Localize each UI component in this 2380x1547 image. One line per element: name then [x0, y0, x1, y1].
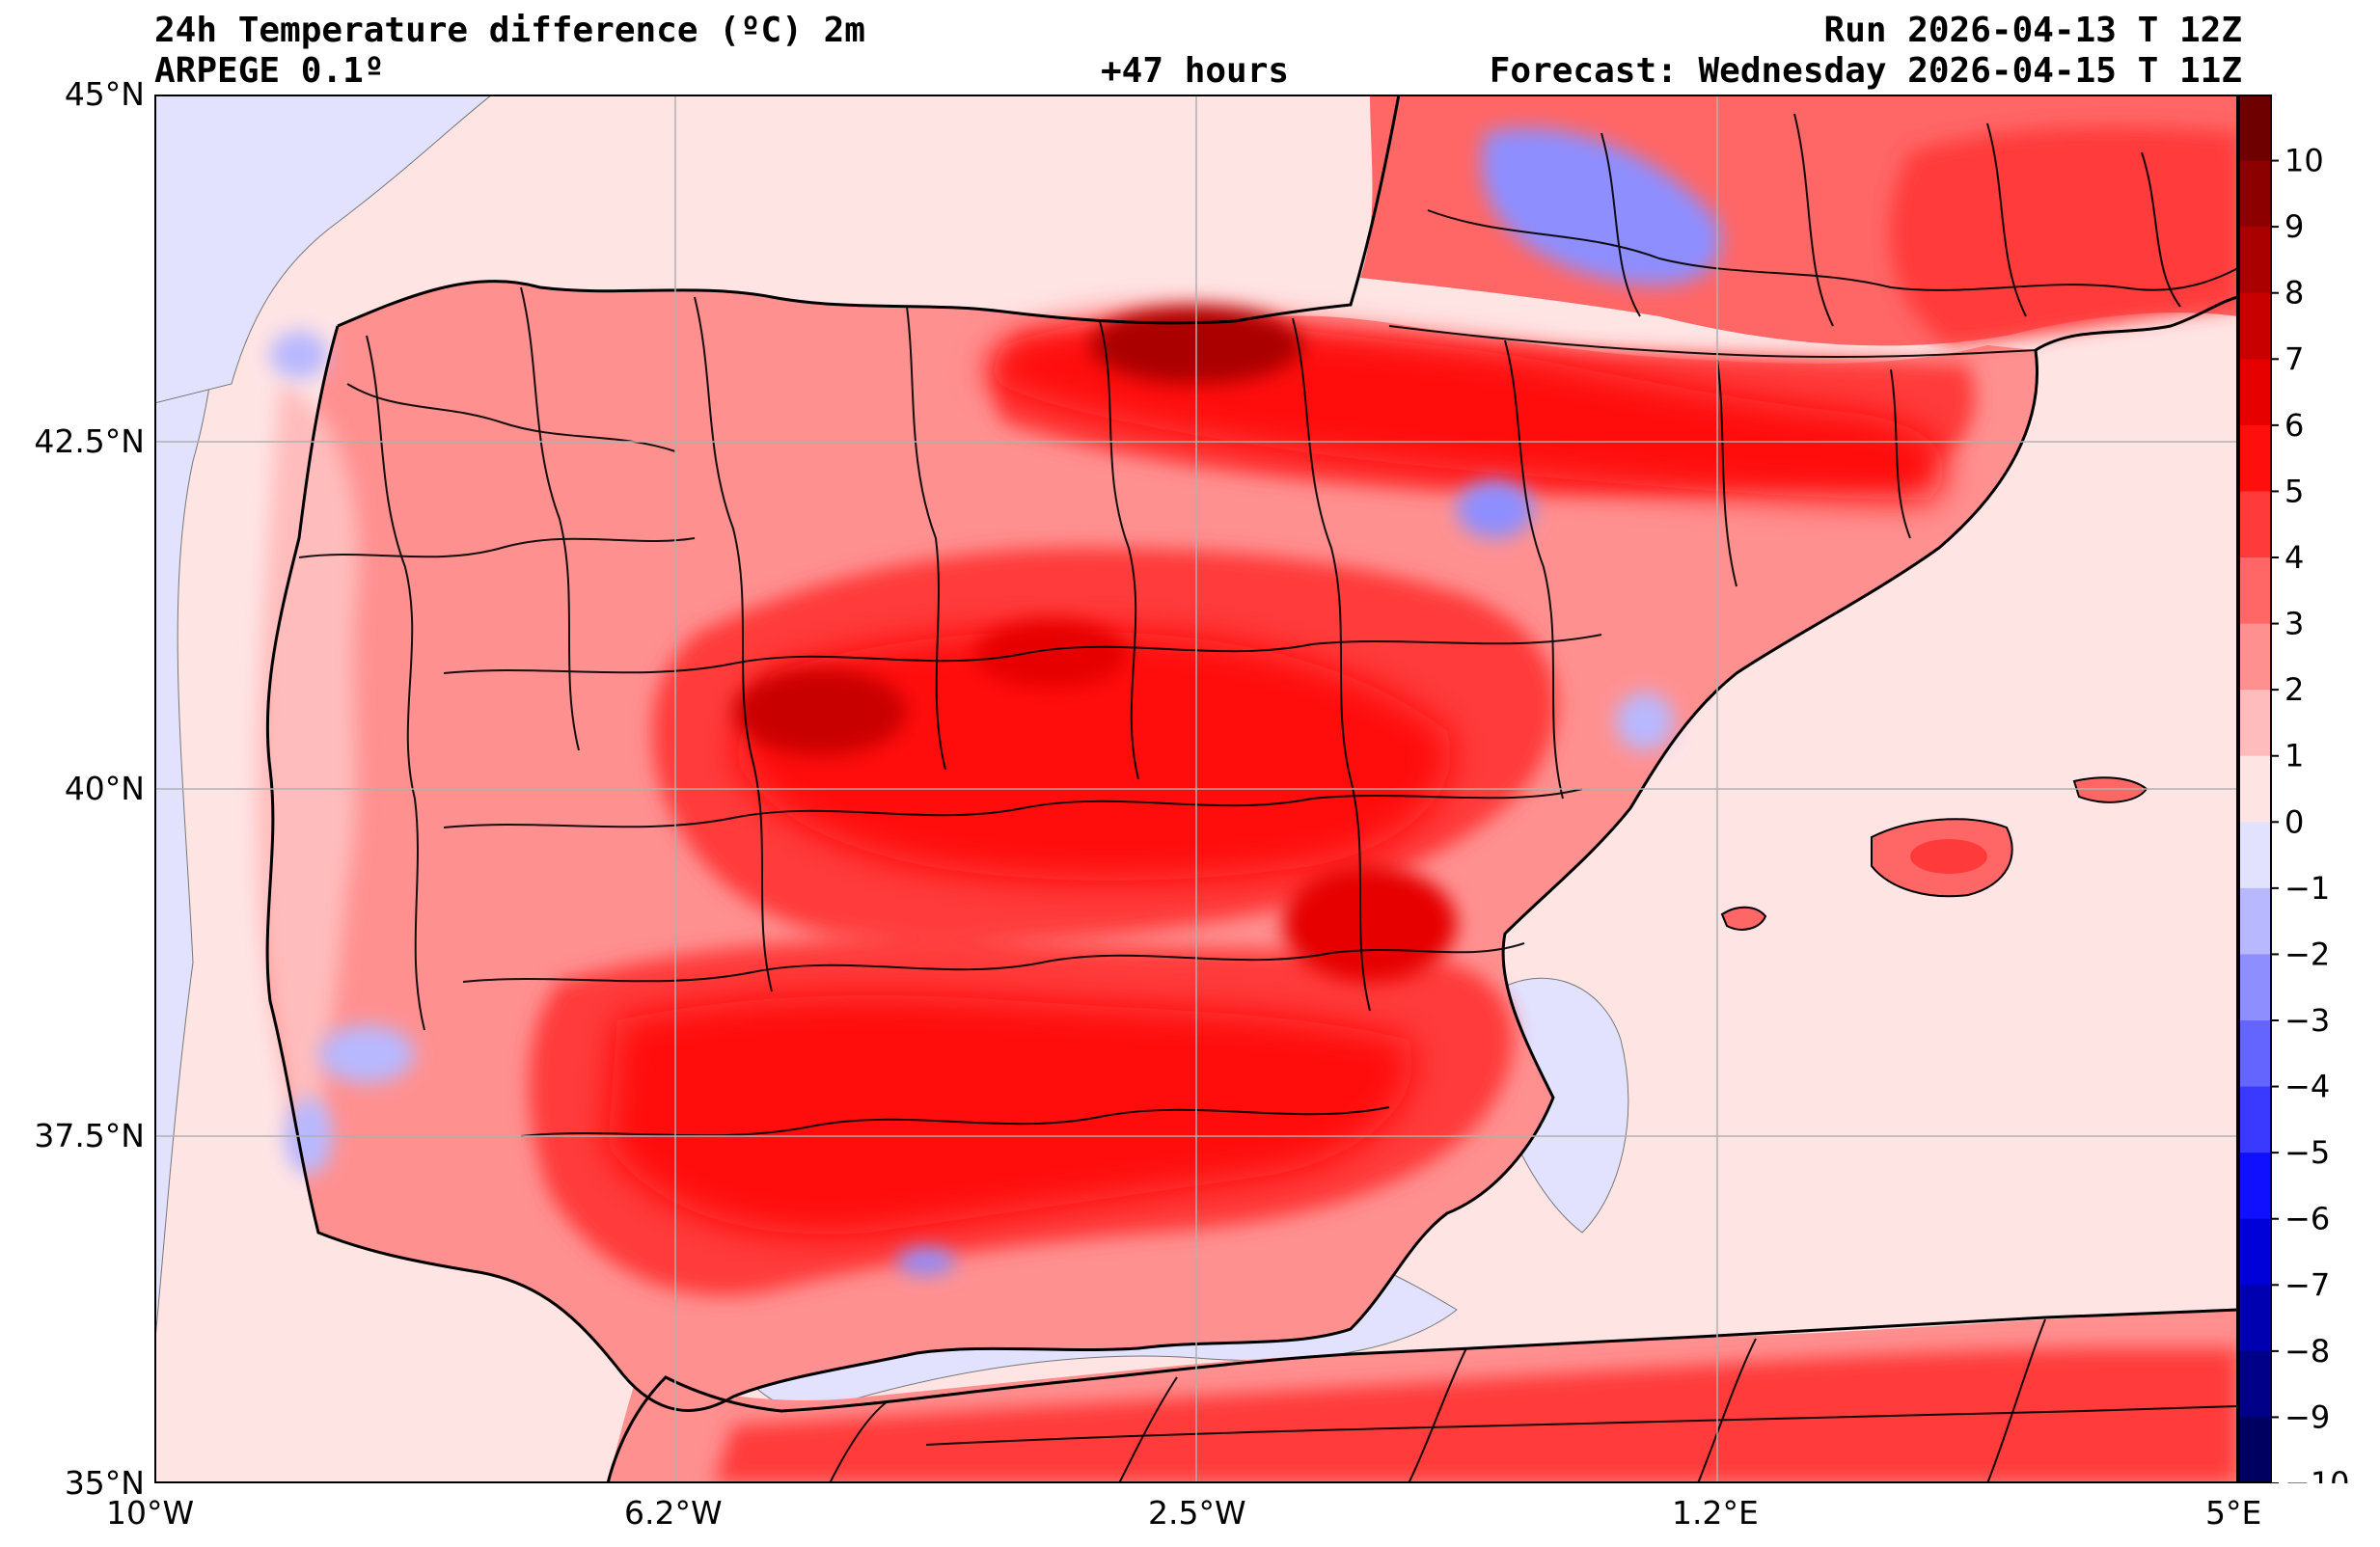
colorbar-label: −1	[2284, 870, 2330, 907]
colorbar-label: −4	[2284, 1069, 2330, 1105]
region-alboran-cold-spot	[897, 1248, 955, 1275]
colorbar-swatch	[2238, 557, 2271, 625]
region-se-high	[1283, 866, 1457, 982]
run-label: Run 2026-04-13 T 12Z	[1823, 11, 2242, 50]
map-frame	[154, 95, 2238, 1483]
colorbar-label: 4	[2284, 539, 2304, 576]
colorbar-swatch	[2238, 424, 2271, 492]
coastline-north-africa	[606, 1308, 2238, 1483]
region-sistema-central-max	[733, 668, 907, 755]
region-ibiza	[1720, 906, 1767, 931]
gridlines	[154, 95, 2238, 1483]
colorbar-label: −2	[2284, 936, 2330, 972]
colorbar-label: −6	[2284, 1201, 2330, 1237]
colorbar-label: 1	[2284, 738, 2304, 774]
lon-label-6.2w: 6.2°W	[624, 1494, 723, 1532]
region-portugal-cold-1	[318, 1025, 415, 1083]
region-portugal-coast	[257, 384, 359, 1175]
region-galicia-cold	[270, 331, 328, 379]
colorbar-label: 0	[2284, 803, 2304, 840]
colorbar-label: −10	[2284, 1465, 2350, 1483]
lon-label-10w: 10°W	[106, 1494, 195, 1532]
colorbar-swatch	[2238, 1020, 2271, 1088]
colorbar-label: 2	[2284, 671, 2304, 708]
lon-label-1.2e: 1.2°E	[1672, 1494, 1759, 1532]
temperature-map	[154, 95, 2238, 1483]
colorbar-swatch	[2238, 160, 2271, 228]
colorbar-label: 8	[2284, 275, 2304, 312]
colorbar-label: 9	[2284, 208, 2304, 245]
model-label: ARPEGE 0.1º	[154, 51, 385, 91]
colorbar-label: −8	[2284, 1333, 2330, 1370]
lon-label-5e: 5°E	[2205, 1494, 2262, 1532]
colorbar-swatch	[2238, 1350, 2271, 1418]
map-title: 24h Temperature difference (ºC) 2m	[154, 11, 865, 50]
colorbar-swatch	[2238, 1417, 2271, 1483]
colorbar-swatch	[2238, 227, 2271, 294]
lat-label-40: 40°N	[64, 770, 145, 807]
colorbar-label: −9	[2284, 1398, 2330, 1435]
region-massif-central-cold	[1482, 127, 1721, 285]
colorbar-label: −5	[2284, 1134, 2330, 1171]
region-center-high	[733, 631, 1451, 881]
colorbar-swatch	[2238, 292, 2271, 360]
region-gredos-max	[974, 620, 1129, 688]
region-south-france-high	[1890, 127, 2238, 345]
region-ebro-cold-spot	[1457, 480, 1534, 538]
coastline-iberia	[265, 95, 2038, 1412]
coastline-france-med	[2035, 295, 2238, 352]
colorbar-swatch	[2238, 1153, 2271, 1220]
lat-label-45: 45°N	[64, 75, 145, 113]
region-atlantic-west-2	[154, 95, 493, 404]
colorbar-swatch	[2238, 1086, 2271, 1153]
colorbar-swatch	[2238, 755, 2271, 823]
colorbar-label: 7	[2284, 340, 2304, 377]
colorbar-swatch	[2238, 1285, 2271, 1352]
lat-label-37.5: 37.5°N	[34, 1117, 145, 1154]
colorbar-swatch	[2238, 95, 2271, 162]
colorbar-label: 10	[2284, 143, 2324, 179]
region-south-high	[608, 995, 1412, 1235]
colorbar-swatch	[2238, 359, 2271, 426]
forecast-label: Forecast: Wednesday 2026-04-15 T 11Z	[1489, 51, 2242, 91]
colorbar-label: 3	[2284, 606, 2304, 642]
colorbar-swatch	[2238, 690, 2271, 757]
colorbar-label: −3	[2284, 1002, 2330, 1039]
region-north-africa-high	[714, 1348, 2238, 1483]
region-valencia-cold	[1616, 692, 1674, 750]
lat-label-42.5: 42.5°N	[34, 422, 145, 460]
region-mallorca-max	[1910, 839, 1987, 874]
colorbar-swatch	[2238, 623, 2271, 691]
colorbar-swatch	[2238, 822, 2271, 889]
admin-borders	[298, 113, 2238, 1483]
colorbar-swatch	[2238, 1218, 2271, 1286]
colorbar-label: 6	[2284, 407, 2304, 444]
colorbar-label: 5	[2284, 473, 2304, 509]
colorbar-swatch	[2238, 887, 2271, 955]
colorbar-swatch	[2238, 954, 2271, 1021]
lon-label-2.5w: 2.5°W	[1148, 1494, 1246, 1532]
colorbar-label: −7	[2284, 1266, 2330, 1303]
lead-time-label: +47 hours	[1101, 51, 1290, 91]
lat-label-35: 35°N	[64, 1464, 145, 1502]
colorbar-swatch	[2238, 491, 2271, 558]
